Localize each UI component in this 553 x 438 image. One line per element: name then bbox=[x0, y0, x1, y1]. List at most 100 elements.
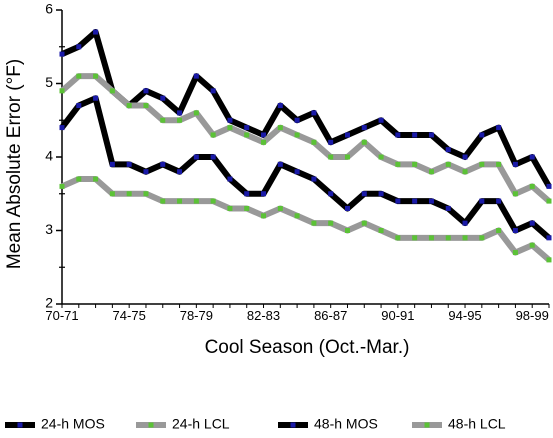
data-point bbox=[529, 183, 535, 189]
data-point bbox=[311, 110, 317, 116]
series-24-h-lcl bbox=[59, 176, 552, 263]
data-point bbox=[93, 95, 99, 101]
data-point bbox=[496, 161, 502, 167]
data-point bbox=[395, 198, 401, 204]
data-point bbox=[76, 73, 82, 79]
data-point bbox=[445, 235, 451, 241]
data-point bbox=[378, 117, 384, 123]
data-point bbox=[529, 154, 535, 160]
data-point bbox=[479, 198, 485, 204]
data-point bbox=[344, 205, 350, 211]
data-point bbox=[512, 161, 518, 167]
series-line bbox=[60, 73, 551, 204]
legend-swatch-marker bbox=[290, 422, 296, 428]
data-point bbox=[277, 161, 283, 167]
legend-swatch-marker bbox=[424, 422, 430, 428]
data-point bbox=[328, 191, 334, 197]
data-point bbox=[261, 213, 267, 219]
data-point bbox=[177, 117, 183, 123]
data-point bbox=[378, 191, 384, 197]
data-point bbox=[445, 161, 451, 167]
data-point bbox=[193, 198, 199, 204]
data-point bbox=[244, 132, 250, 138]
data-point bbox=[361, 125, 367, 131]
y-axis-title: Mean Absolute Error (°F) bbox=[4, 59, 25, 269]
data-point bbox=[462, 235, 468, 241]
data-point bbox=[328, 220, 334, 226]
data-point bbox=[261, 191, 267, 197]
series-line bbox=[59, 95, 551, 241]
data-point bbox=[361, 139, 367, 145]
data-point bbox=[160, 198, 166, 204]
data-point bbox=[143, 191, 149, 197]
data-point bbox=[261, 132, 267, 138]
data-point bbox=[227, 205, 233, 211]
data-point bbox=[529, 220, 535, 226]
y-tick-label: 5 bbox=[45, 74, 53, 90]
data-point bbox=[479, 235, 485, 241]
data-point bbox=[59, 51, 65, 57]
data-point bbox=[479, 161, 485, 167]
series-line bbox=[60, 176, 551, 263]
data-point bbox=[76, 44, 82, 50]
data-point bbox=[361, 220, 367, 226]
data-point bbox=[277, 205, 283, 211]
data-point bbox=[311, 220, 317, 226]
y-tick-label: 2 bbox=[45, 295, 53, 311]
data-point bbox=[109, 191, 115, 197]
data-point bbox=[109, 88, 115, 94]
legend-swatch-marker bbox=[148, 422, 154, 428]
y-tick-label: 6 bbox=[45, 1, 53, 17]
data-point bbox=[294, 132, 300, 138]
data-point bbox=[261, 139, 267, 145]
x-tick-label: 74-75 bbox=[113, 308, 146, 323]
data-point bbox=[546, 257, 552, 263]
data-point bbox=[126, 191, 132, 197]
data-point bbox=[479, 132, 485, 138]
data-point bbox=[412, 161, 418, 167]
data-point bbox=[210, 88, 216, 94]
x-tick-label: 94-95 bbox=[448, 308, 481, 323]
data-point bbox=[546, 183, 552, 189]
data-point bbox=[193, 154, 199, 160]
data-point bbox=[395, 132, 401, 138]
legend-item: 48-h MOS bbox=[278, 416, 378, 432]
data-point bbox=[193, 110, 199, 116]
data-point bbox=[160, 117, 166, 123]
data-point bbox=[412, 235, 418, 241]
data-point bbox=[244, 191, 250, 197]
legend: 24-h MOS 24-h LCL 48-h MOS 48-h LCL bbox=[5, 416, 506, 432]
series-layer bbox=[59, 29, 552, 263]
data-point bbox=[160, 95, 166, 101]
data-point bbox=[177, 169, 183, 175]
data-point bbox=[93, 176, 99, 182]
series-line bbox=[60, 29, 552, 188]
data-point bbox=[428, 132, 434, 138]
data-point bbox=[445, 147, 451, 153]
data-point bbox=[496, 198, 502, 204]
data-point bbox=[462, 220, 468, 226]
data-point bbox=[160, 161, 166, 167]
data-point bbox=[378, 228, 384, 233]
data-point bbox=[395, 161, 401, 167]
data-point bbox=[445, 205, 451, 211]
data-point bbox=[529, 242, 535, 248]
data-point bbox=[277, 103, 283, 109]
x-tick-label: 86-87 bbox=[314, 308, 347, 323]
data-point bbox=[496, 228, 502, 233]
data-point bbox=[428, 198, 434, 204]
data-point bbox=[126, 161, 132, 167]
x-tick-label: 70-71 bbox=[45, 308, 78, 323]
legend-item: 24-h LCL bbox=[136, 416, 230, 432]
data-point bbox=[412, 132, 418, 138]
data-point bbox=[328, 139, 334, 145]
legend-label: 48-h MOS bbox=[314, 416, 378, 432]
x-tick-label: 82-83 bbox=[247, 308, 280, 323]
data-point bbox=[93, 73, 99, 79]
data-point bbox=[294, 169, 300, 175]
series-48-h-lcl bbox=[59, 73, 552, 204]
axes: 2 3 4 5 6 70-71 74-75 78-79 82-83 86-87 90-91 94-95… bbox=[45, 1, 550, 323]
data-point bbox=[76, 176, 82, 182]
data-point bbox=[193, 73, 199, 79]
data-point bbox=[395, 235, 401, 241]
